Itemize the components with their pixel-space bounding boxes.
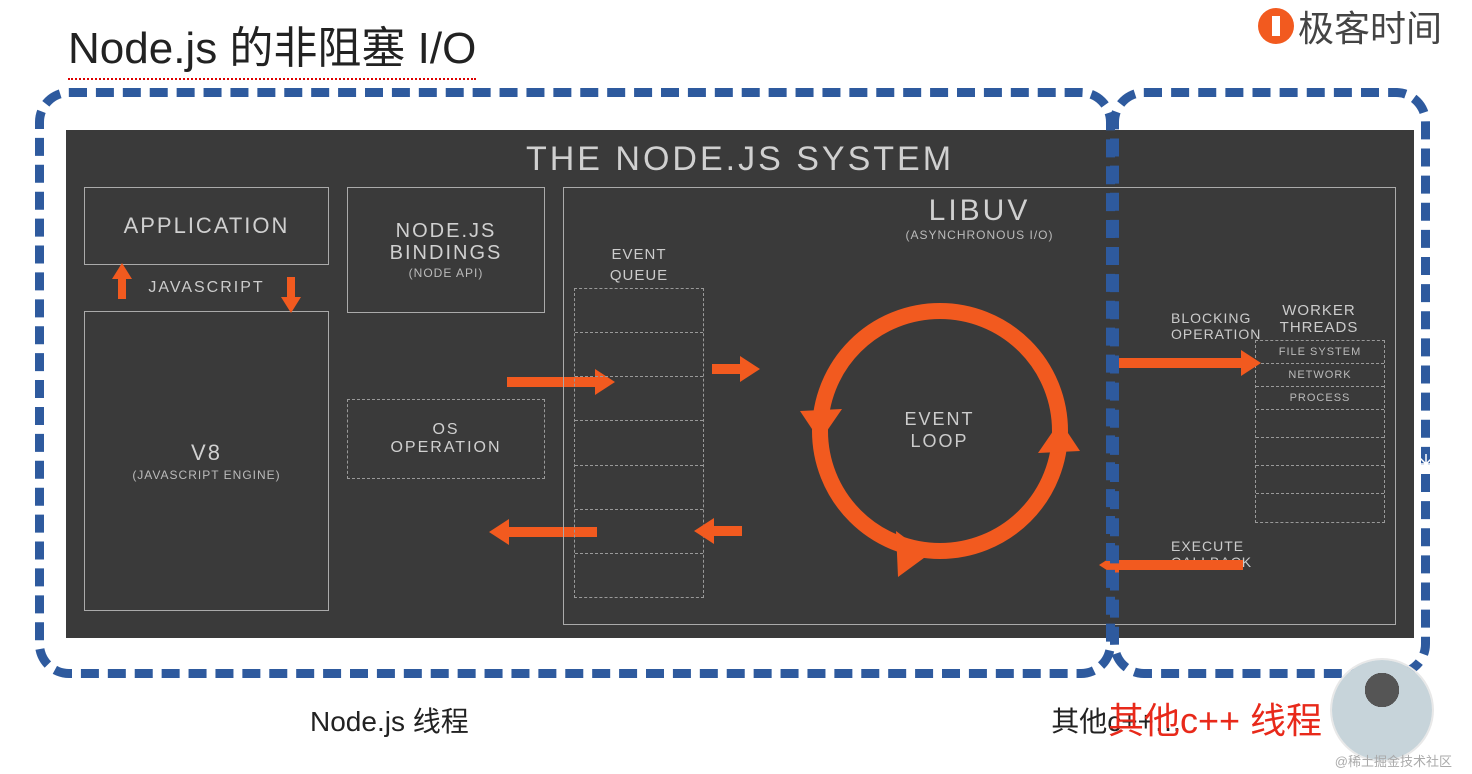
brand-icon (1258, 8, 1294, 44)
caption-nodejs-thread: Node.js 线程 (310, 700, 469, 740)
presenter-avatar (1332, 660, 1432, 760)
dashed-region-cpp-threads (1110, 88, 1430, 678)
brand-text: 极客时间 (1298, 0, 1442, 52)
watermark: @稀土掘金技术社区 (1335, 751, 1452, 770)
slide-title: Node.js 的非阻塞 I/O (68, 12, 476, 80)
caption-other-cpp: 其他c++ 线程 (1108, 692, 1322, 744)
cursor-icon (1416, 454, 1436, 474)
brand-label: 极客时间 (1258, 0, 1442, 52)
dashed-region-nodejs-thread (35, 88, 1115, 678)
